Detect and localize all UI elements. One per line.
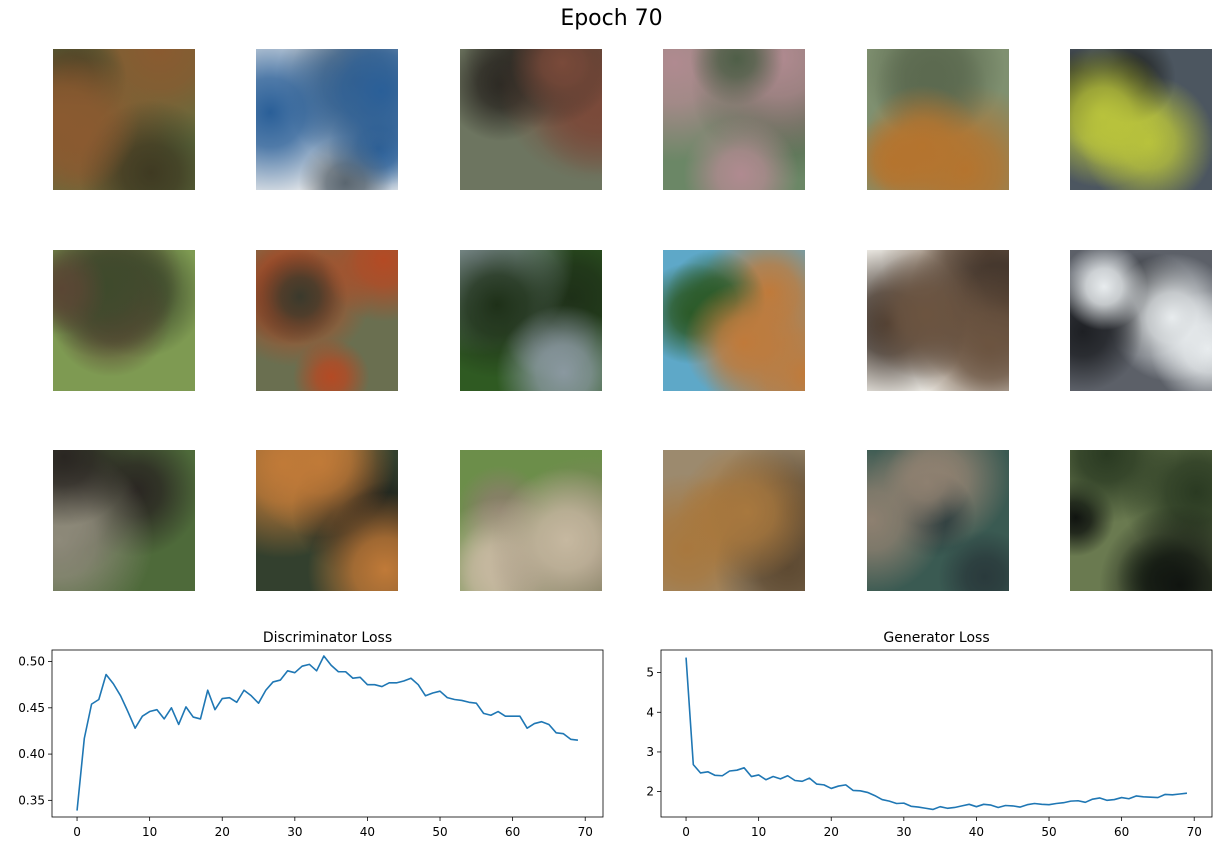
generated-sample-1-4 — [663, 49, 805, 190]
generated-sample-3-6 — [1070, 450, 1212, 591]
discriminator-x-tick-label: 50 — [432, 825, 447, 839]
generator-y-tick-label: 5 — [646, 666, 654, 680]
generator-loss-chart: Generator Loss 0 10 20 30 40 50 60 70 2 3 4 5 — [646, 630, 1213, 839]
discriminator-x-tick-label: 60 — [505, 825, 520, 839]
discriminator-x-tick-label: 0 — [73, 825, 81, 839]
generated-sample-3-2 — [256, 450, 398, 591]
generator-plot-frame — [660, 649, 1213, 818]
discriminator-x-tick-label: 20 — [215, 825, 230, 839]
discriminator-x-tick-label: 30 — [287, 825, 302, 839]
discriminator-y-tick-label: 0.45 — [18, 701, 45, 715]
generator-y-tick-label: 3 — [646, 745, 654, 759]
generator-x-tick-label: 60 — [1114, 825, 1129, 839]
generated-sample-2-3 — [460, 250, 602, 391]
discriminator-x-tick-label: 40 — [360, 825, 375, 839]
generator-chart-title: Generator Loss — [883, 630, 989, 646]
generated-sample-3-4 — [663, 450, 805, 591]
figure-title: Epoch 70 — [560, 6, 663, 31]
discriminator-x-tick-label: 10 — [142, 825, 157, 839]
generated-sample-3-5 — [867, 450, 1009, 591]
generated-sample-1-3 — [460, 49, 602, 190]
generated-sample-1-1 — [53, 49, 195, 190]
generator-y-tick-label: 2 — [646, 785, 654, 799]
discriminator-loss-line — [76, 655, 579, 811]
generator-x-tick-label: 30 — [896, 825, 911, 839]
generated-sample-2-4 — [663, 250, 805, 391]
generator-x-tick-label: 0 — [682, 825, 690, 839]
generated-sample-2-6 — [1070, 250, 1212, 391]
generated-sample-3-1 — [53, 450, 195, 591]
generated-sample-1-2 — [256, 49, 398, 190]
discriminator-plot-frame — [51, 649, 604, 818]
generator-y-tick-label: 4 — [646, 705, 654, 719]
discriminator-x-tick-label: 70 — [578, 825, 593, 839]
generated-sample-1-6 — [1070, 49, 1212, 190]
generated-sample-1-5 — [867, 49, 1009, 190]
generated-sample-2-2 — [256, 250, 398, 391]
discriminator-chart-title: Discriminator Loss — [263, 630, 392, 646]
generated-sample-2-5 — [867, 250, 1009, 391]
discriminator-y-tick-label: 0.50 — [18, 655, 45, 669]
discriminator-y-tick-label: 0.40 — [18, 747, 45, 761]
generator-x-tick-label: 20 — [824, 825, 839, 839]
discriminator-y-tick-label: 0.35 — [18, 793, 45, 807]
generator-x-tick-label: 70 — [1187, 825, 1202, 839]
discriminator-loss-chart: Discriminator Loss 0 10 20 30 40 50 60 70 0.35 0.4… — [18, 630, 604, 839]
generator-x-tick-label: 10 — [751, 825, 766, 839]
generated-sample-3-3 — [460, 450, 602, 591]
generated-sample-2-1 — [53, 250, 195, 391]
generator-x-tick-label: 40 — [969, 825, 984, 839]
generator-x-tick-label: 50 — [1041, 825, 1056, 839]
generator-loss-line — [685, 657, 1188, 811]
